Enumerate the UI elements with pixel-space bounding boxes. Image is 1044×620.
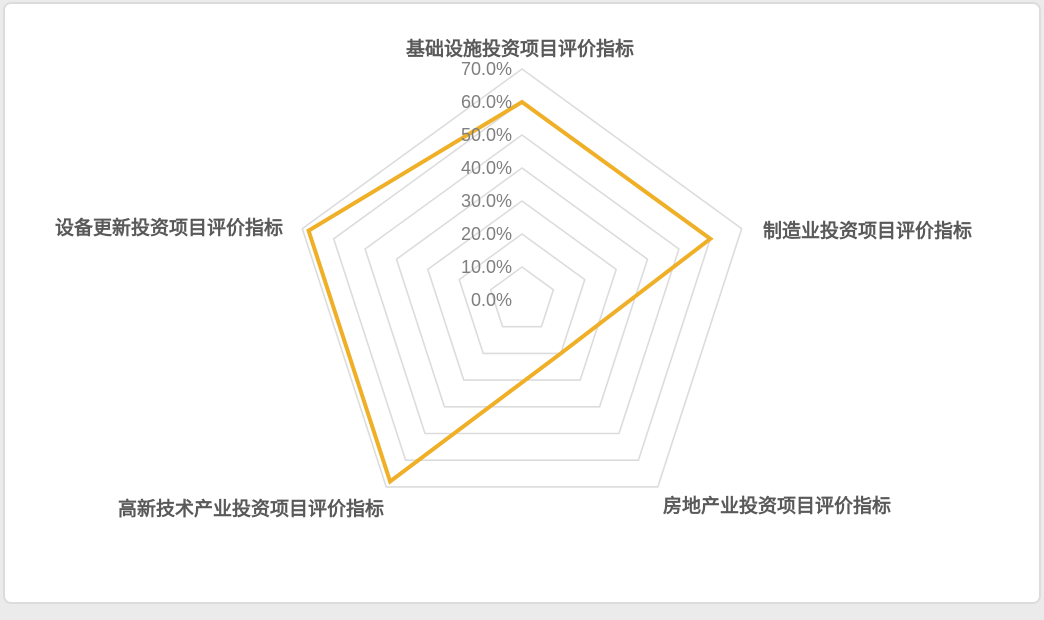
tick-label-70: 70.0% [461, 59, 512, 79]
tick-label-50: 50.0% [461, 125, 512, 145]
category-label-high-tech: 高新技术产业投资项目评价指标 [118, 497, 384, 520]
grid-ring-70 [301, 68, 743, 488]
tick-label-0: 0.0% [471, 290, 512, 310]
grid-ring-50 [364, 134, 680, 435]
category-label-real-estate: 房地产业投资项目评价指标 [663, 494, 891, 517]
tick-label-30: 30.0% [461, 191, 512, 211]
tick-label-20: 20.0% [461, 224, 512, 244]
grid-ring-10 [489, 266, 555, 328]
grid-ring-20 [458, 233, 586, 355]
category-label-manufacturing: 制造业投资项目评价指标 [763, 219, 972, 242]
tick-label-10: 10.0% [461, 257, 512, 277]
tick-label-40: 40.0% [461, 158, 512, 178]
category-label-infrastructure: 基础设施投资项目评价指标 [405, 37, 634, 60]
category-label-equipment: 设备更新投资项目评价指标 [55, 216, 283, 239]
radial-tick-labels: 0.0% 10.0% 20.0% 30.0% 40.0% 50.0% 60.0% 70.0% [461, 59, 512, 310]
radar-gridlines [301, 68, 743, 488]
radar-series-line [306, 99, 714, 485]
tick-label-60: 60.0% [461, 92, 512, 112]
grid-ring-40 [395, 167, 649, 408]
